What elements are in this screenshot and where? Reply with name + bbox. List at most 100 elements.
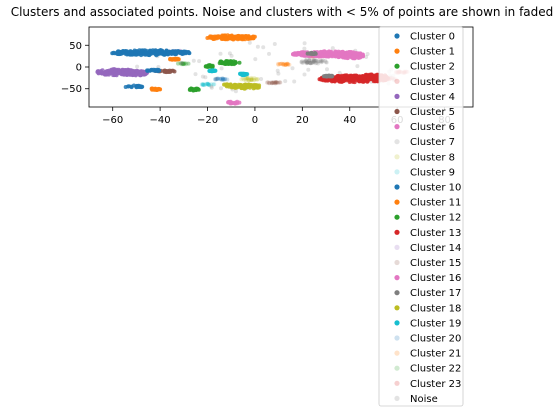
legend-marker	[394, 139, 399, 144]
data-point	[174, 57, 178, 61]
data-point	[354, 74, 358, 78]
legend-label: Cluster 23	[410, 379, 461, 390]
data-point	[140, 85, 144, 89]
data-point	[375, 75, 379, 79]
data-point	[238, 61, 242, 65]
data-point	[224, 37, 228, 41]
data-point	[325, 61, 329, 65]
data-point	[241, 37, 245, 41]
data-point	[338, 80, 342, 84]
data-point	[254, 84, 258, 88]
data-point	[220, 37, 224, 41]
data-point	[344, 74, 348, 78]
x-tick-label: 0	[252, 115, 258, 126]
legend-marker	[394, 94, 399, 99]
data-point	[331, 79, 335, 83]
series-cluster-15	[265, 80, 282, 85]
data-point	[357, 79, 361, 83]
data-point	[194, 72, 198, 76]
data-point	[170, 52, 174, 56]
data-point	[306, 68, 310, 72]
data-point	[239, 83, 243, 87]
legend-marker	[394, 335, 399, 340]
data-point	[157, 69, 161, 73]
data-point	[131, 70, 135, 74]
x-tick-label: 20	[296, 115, 309, 126]
legend-label: Cluster 8	[410, 152, 455, 163]
data-point	[303, 41, 307, 45]
y-tick-label: −50	[61, 84, 82, 95]
legend-label: Cluster 9	[410, 167, 455, 178]
legend-label: Cluster 7	[410, 137, 455, 148]
data-point	[340, 74, 344, 78]
data-point	[319, 59, 323, 63]
legend-marker	[394, 49, 399, 54]
data-point	[313, 60, 317, 64]
data-point	[331, 46, 335, 50]
data-point	[242, 72, 246, 76]
legend-label: Cluster 2	[410, 62, 455, 73]
data-point	[188, 88, 192, 92]
data-point	[196, 87, 200, 91]
legend-marker	[394, 169, 399, 174]
legend-label: Cluster 18	[410, 303, 461, 314]
data-point	[138, 73, 142, 77]
data-point	[134, 50, 138, 54]
legend-marker	[394, 366, 399, 371]
data-point	[209, 85, 213, 89]
legend-label: Cluster 14	[410, 243, 461, 254]
legend-marker	[394, 33, 399, 38]
data-point	[212, 36, 216, 40]
data-point	[219, 86, 223, 90]
data-point	[236, 37, 240, 41]
data-point	[214, 77, 218, 81]
data-point	[126, 71, 130, 75]
data-point	[267, 52, 271, 56]
data-point	[118, 50, 122, 54]
y-tick-label: 0	[76, 63, 82, 74]
data-point	[256, 45, 260, 49]
x-tick-label: −60	[102, 115, 123, 126]
legend-label: Cluster 21	[410, 349, 461, 360]
data-point	[292, 80, 296, 84]
scatter-points	[95, 33, 420, 105]
data-point	[248, 41, 252, 45]
legend-marker	[394, 320, 399, 325]
data-point	[282, 62, 286, 66]
data-point	[252, 36, 256, 40]
data-point	[232, 61, 236, 65]
data-point	[349, 76, 353, 80]
data-point	[178, 51, 182, 55]
series-cluster-4	[95, 67, 149, 77]
x-tick-label: −40	[150, 115, 171, 126]
legend-marker	[394, 200, 399, 205]
data-point	[305, 61, 309, 65]
data-point	[232, 84, 236, 88]
legend-label: Noise	[410, 394, 438, 405]
data-point	[220, 78, 224, 82]
data-point	[261, 45, 265, 49]
series-cluster-18	[222, 82, 261, 91]
legend-marker	[394, 305, 399, 310]
legend-marker	[394, 215, 399, 220]
data-point	[276, 63, 280, 67]
data-point	[103, 72, 107, 76]
legend-label: Cluster 0	[410, 32, 455, 43]
data-point	[253, 57, 257, 61]
series-cluster-19	[207, 68, 249, 77]
data-point	[270, 81, 274, 85]
data-point	[300, 61, 304, 65]
data-point	[265, 81, 269, 85]
data-point	[170, 57, 174, 61]
data-point	[361, 80, 365, 84]
data-point	[347, 54, 351, 58]
legend-label: Cluster 20	[410, 334, 461, 345]
chart-title: Clusters and associated points. Noise an…	[11, 5, 554, 19]
legend-label: Cluster 3	[410, 77, 455, 88]
data-point	[239, 77, 243, 81]
data-point	[155, 51, 159, 55]
data-point	[366, 52, 370, 56]
data-point	[203, 75, 207, 79]
data-point	[138, 51, 142, 55]
data-point	[235, 100, 239, 104]
